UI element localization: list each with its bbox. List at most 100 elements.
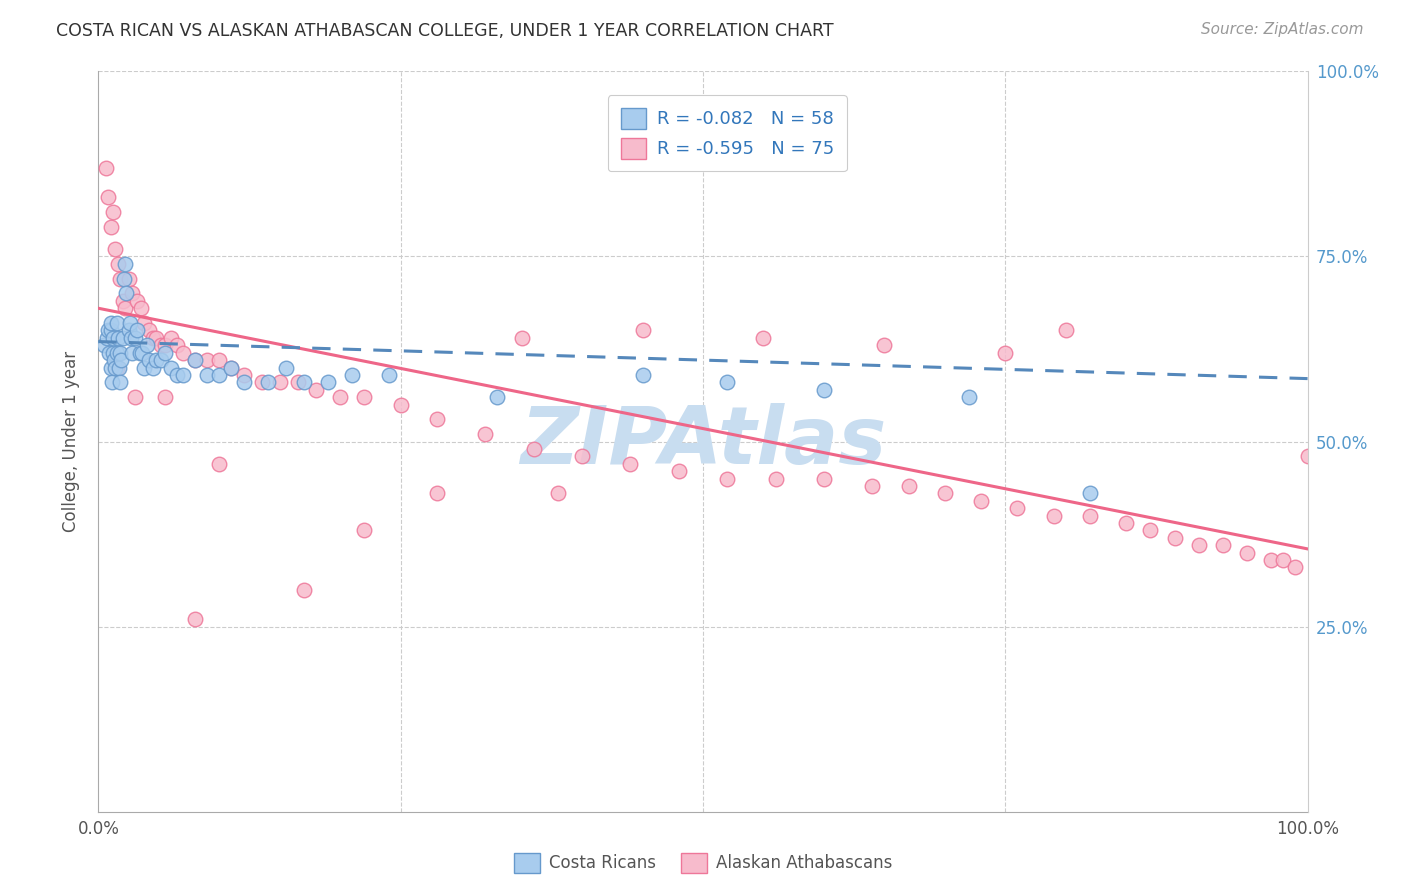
Point — [105, 316, 128, 330]
Point — [1163, 531, 1185, 545]
Point — [619, 457, 641, 471]
Point — [110, 353, 132, 368]
Point — [1115, 516, 1137, 530]
Point — [104, 242, 127, 256]
Point — [813, 471, 835, 485]
Point — [292, 376, 315, 390]
Point — [114, 257, 136, 271]
Point — [115, 286, 138, 301]
Point — [166, 368, 188, 382]
Point — [138, 324, 160, 338]
Point — [121, 286, 143, 301]
Point — [105, 345, 128, 359]
Point — [970, 493, 993, 508]
Point — [138, 353, 160, 368]
Point — [287, 376, 309, 390]
Point — [221, 360, 243, 375]
Point — [426, 412, 449, 426]
Point — [129, 301, 152, 316]
Point — [184, 612, 207, 626]
Point — [716, 471, 738, 485]
Point — [127, 293, 149, 308]
Point — [111, 331, 134, 345]
Point — [486, 390, 509, 404]
Point — [1236, 546, 1258, 560]
Point — [124, 331, 146, 345]
Point — [860, 479, 883, 493]
Point — [101, 331, 124, 345]
Point — [1188, 538, 1211, 552]
Point — [108, 376, 131, 390]
Point — [510, 331, 533, 345]
Point — [1296, 450, 1319, 464]
Point — [120, 331, 142, 345]
Point — [1284, 560, 1306, 574]
Point — [118, 271, 141, 285]
Point — [108, 345, 131, 359]
Point — [118, 316, 141, 330]
Text: COSTA RICAN VS ALASKAN ATHABASCAN COLLEGE, UNDER 1 YEAR CORRELATION CHART: COSTA RICAN VS ALASKAN ATHABASCAN COLLEG… — [56, 22, 834, 40]
Point — [329, 390, 352, 404]
Point — [131, 345, 153, 359]
Point — [108, 271, 131, 285]
Point — [172, 368, 194, 382]
Point — [994, 345, 1017, 359]
Point — [153, 390, 176, 404]
Point — [128, 345, 150, 359]
Point — [100, 360, 122, 375]
Point — [153, 345, 176, 359]
Point — [668, 464, 690, 478]
Point — [134, 316, 156, 330]
Point — [342, 368, 364, 382]
Point — [716, 376, 738, 390]
Point — [160, 331, 183, 345]
Point — [232, 376, 254, 390]
Point — [897, 479, 920, 493]
Point — [547, 486, 569, 500]
Point — [111, 293, 134, 308]
Point — [765, 471, 787, 485]
Point — [208, 353, 231, 368]
Point — [1042, 508, 1064, 523]
Point — [305, 383, 328, 397]
Point — [1078, 508, 1101, 523]
Point — [97, 324, 120, 338]
Point — [232, 368, 254, 382]
Point — [101, 205, 124, 219]
Point — [353, 390, 375, 404]
Point — [353, 524, 375, 538]
Point — [195, 353, 218, 368]
Point — [523, 442, 546, 456]
Point — [172, 345, 194, 359]
Point — [135, 338, 157, 352]
Point — [142, 331, 165, 345]
Point — [316, 376, 339, 390]
Point — [1054, 324, 1077, 338]
Point — [145, 331, 167, 345]
Point — [108, 360, 131, 375]
Point — [153, 338, 176, 352]
Point — [105, 360, 128, 375]
Point — [813, 383, 835, 397]
Point — [160, 360, 183, 375]
Point — [208, 368, 231, 382]
Point — [145, 353, 167, 368]
Point — [274, 360, 297, 375]
Point — [100, 316, 122, 330]
Point — [256, 376, 278, 390]
Point — [101, 345, 124, 359]
Point — [1007, 501, 1029, 516]
Point — [166, 338, 188, 352]
Point — [184, 353, 207, 368]
Point — [1078, 486, 1101, 500]
Point — [957, 390, 980, 404]
Point — [474, 427, 496, 442]
Point — [93, 338, 115, 352]
Point — [100, 219, 122, 234]
Point — [150, 338, 173, 352]
Point — [118, 324, 141, 338]
Point — [208, 457, 231, 471]
Point — [426, 486, 449, 500]
Point — [114, 301, 136, 316]
Legend: Costa Ricans, Alaskan Athabascans: Costa Ricans, Alaskan Athabascans — [508, 847, 898, 880]
